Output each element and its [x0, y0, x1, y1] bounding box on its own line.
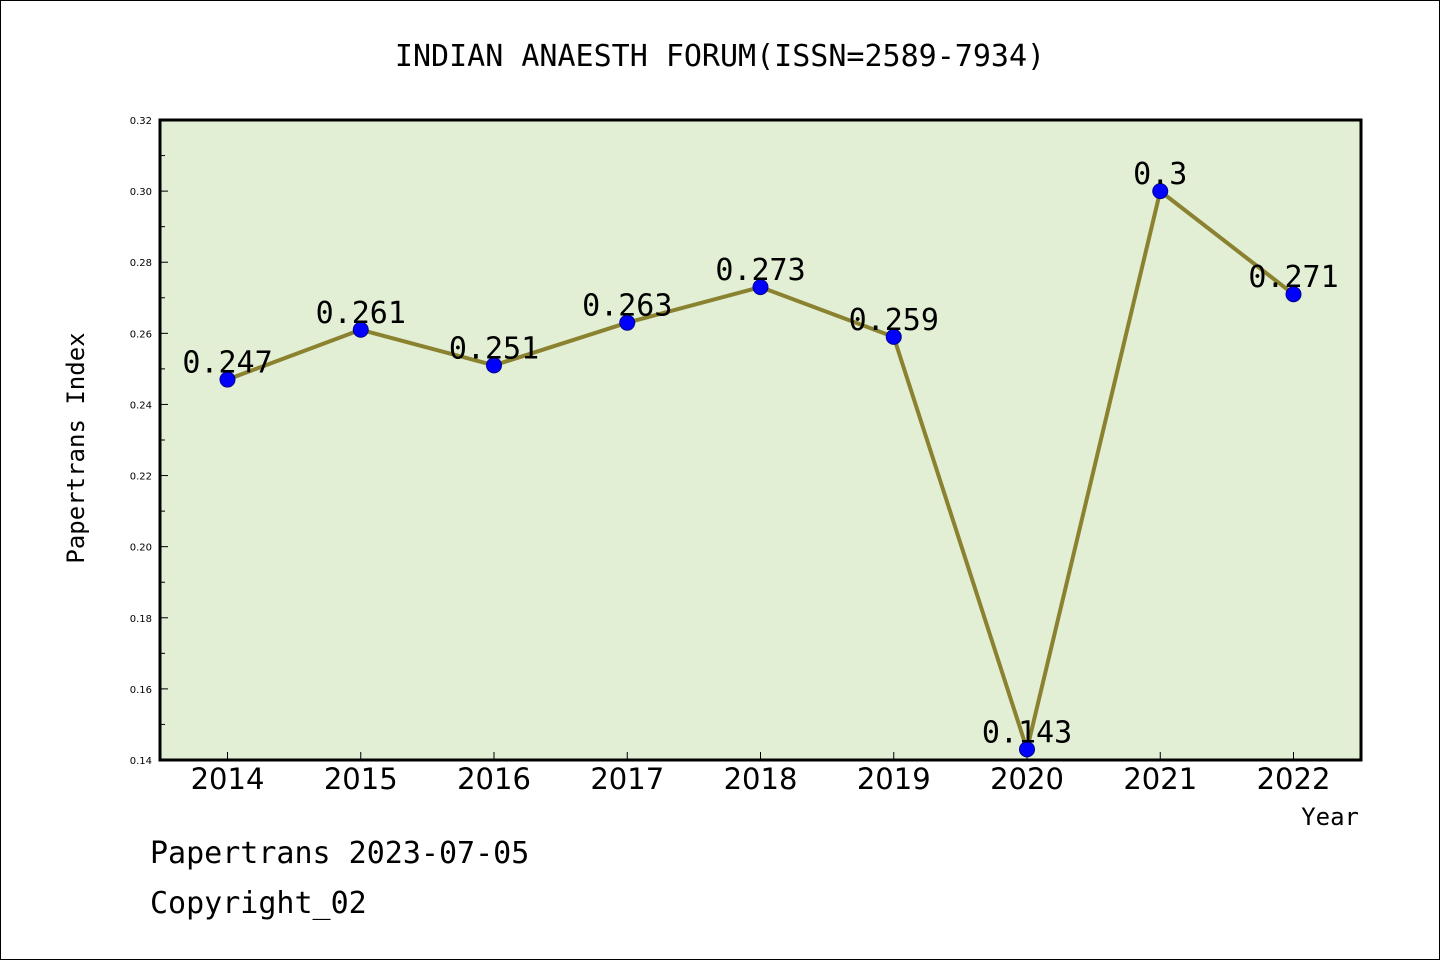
data-point: [885, 328, 902, 345]
data-label: 0.143: [982, 715, 1072, 750]
data-label: 0.247: [182, 346, 272, 381]
data-point: [1152, 183, 1169, 200]
y-axis: 0.14 0.16 0.18 0.20 0.22 0.24 0.26 0.28 0.30 0.32: [130, 116, 168, 767]
data-point: [352, 321, 369, 338]
data-label: 0.261: [316, 296, 406, 331]
y-tick-label: 0.18: [130, 614, 152, 625]
plot-border: [158, 118, 1363, 762]
plot-area: [160, 120, 1361, 760]
x-axis: 2014 2015 2016 2017 2018 2019 2020 2021 2022: [191, 752, 1331, 796]
data-labels: 0.247 0.261 0.251 0.263 0.273 0.259 0.143 0.3 0.…: [182, 157, 1338, 750]
footer-copyright: Copyright_02: [150, 886, 367, 921]
chart-title: INDIAN ANAESTH FORUM(ISSN=2589-7934): [395, 39, 1045, 74]
data-point: [219, 371, 236, 388]
y-tick-label: 0.16: [130, 685, 152, 696]
y-axis-label: Papertrans Index: [62, 332, 90, 563]
data-point: [486, 357, 502, 374]
data-label: 0.271: [1248, 260, 1338, 295]
data-label: 0.3: [1133, 157, 1187, 192]
y-tick-label: 0.32: [130, 116, 152, 127]
data-point: [619, 314, 636, 331]
x-tick-label: 2016: [457, 762, 531, 796]
x-tick-label: 2018: [724, 762, 798, 796]
data-point: [1285, 286, 1302, 303]
x-tick-label: 2014: [191, 762, 265, 796]
data-label: 0.259: [849, 303, 939, 338]
x-tick-label: 2020: [990, 762, 1064, 796]
x-tick-label: 2015: [324, 762, 398, 796]
data-point: [752, 279, 769, 296]
data-label: 0.251: [449, 331, 539, 366]
y-tick-label: 0.28: [130, 258, 152, 269]
y-tick-label: 0.26: [130, 329, 152, 340]
y-tick-label: 0.14: [130, 756, 152, 767]
footer-date: Papertrans 2023-07-05: [150, 836, 530, 871]
x-tick-label: 2022: [1257, 762, 1331, 796]
data-label: 0.263: [582, 289, 672, 324]
data-points: [219, 183, 1302, 758]
y-tick-label: 0.20: [130, 543, 152, 554]
x-tick-label: 2017: [590, 762, 664, 796]
x-tick-label: 2019: [857, 762, 931, 796]
x-tick-label: 2021: [1123, 762, 1197, 796]
data-label: 0.273: [715, 253, 805, 288]
y-tick-label: 0.30: [130, 187, 152, 198]
y-tick-label: 0.24: [130, 400, 152, 411]
y-tick-label: 0.22: [130, 472, 152, 483]
x-axis-label: Year: [1301, 803, 1359, 831]
data-point: [1019, 741, 1035, 758]
